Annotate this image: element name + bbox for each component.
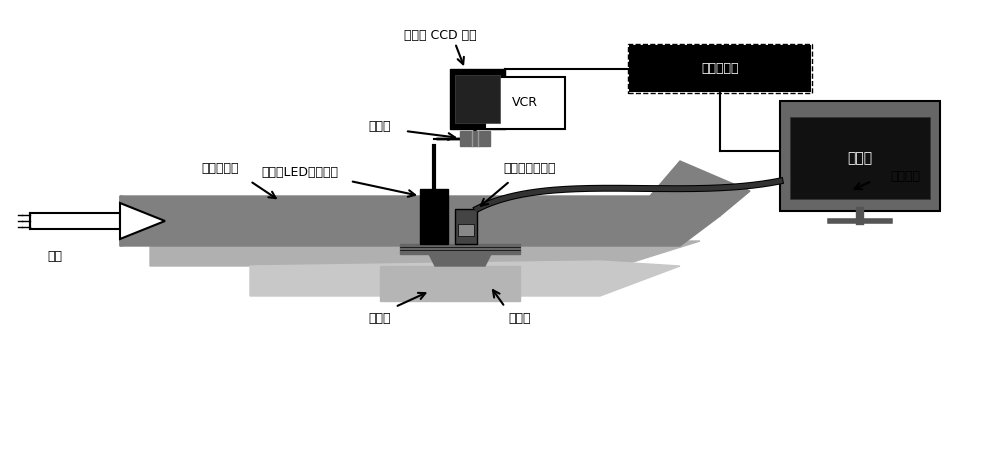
Bar: [630, 46, 810, 91]
Text: 压敏漆: 压敏漆: [509, 313, 531, 326]
Text: 科学级 CCD 相机: 科学级 CCD 相机: [404, 29, 476, 42]
Text: 滤波器: 滤波器: [369, 120, 391, 133]
Polygon shape: [120, 196, 720, 246]
Polygon shape: [400, 244, 520, 254]
Bar: [485, 77, 565, 129]
Text: 计算机: 计算机: [847, 151, 873, 165]
Polygon shape: [460, 131, 490, 146]
Text: 嵌入式光学探头: 嵌入式光学探头: [504, 162, 556, 175]
Bar: [458, 224, 474, 236]
Polygon shape: [425, 246, 495, 266]
Polygon shape: [650, 161, 750, 216]
Bar: [420, 189, 448, 244]
Polygon shape: [120, 203, 165, 239]
Bar: [450, 69, 505, 129]
Bar: [455, 209, 477, 244]
Bar: [780, 101, 940, 211]
Polygon shape: [30, 213, 120, 229]
Text: 飞行器主体: 飞行器主体: [201, 162, 239, 175]
Bar: [455, 75, 500, 123]
Text: 图像处理器: 图像处理器: [701, 62, 739, 75]
Text: VCR: VCR: [512, 97, 538, 110]
Bar: [628, 44, 812, 93]
Text: 光学纤维: 光学纤维: [890, 170, 920, 183]
Text: 嵌入式LED阵列光源: 嵌入式LED阵列光源: [262, 166, 338, 179]
Text: 进气道: 进气道: [369, 313, 391, 326]
Text: 来流: 来流: [48, 249, 63, 262]
Polygon shape: [150, 241, 700, 266]
Polygon shape: [250, 261, 680, 296]
Bar: [790, 117, 930, 199]
Polygon shape: [380, 266, 520, 301]
Polygon shape: [120, 196, 180, 246]
